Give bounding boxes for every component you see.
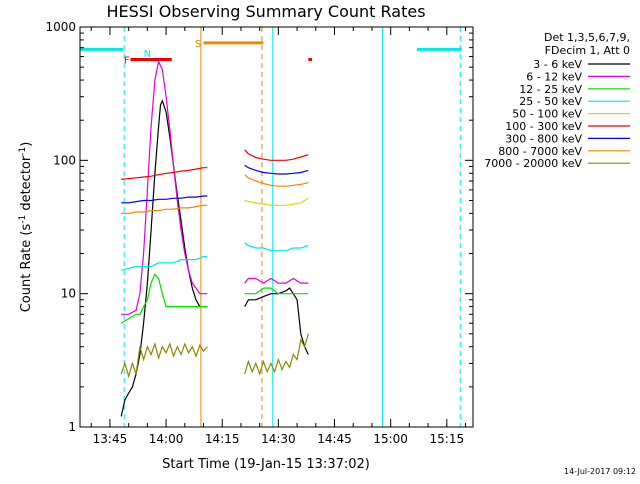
- legend-label-0: 3 - 6 keV: [533, 58, 582, 71]
- series-line-6-seg-0: [121, 195, 208, 204]
- series-line-0-seg-1: [244, 287, 309, 355]
- plot-area: N S F 1 10 100 1000 13:45 14:00 14:15 14:30 14:45 15…: [45, 20, 474, 446]
- legend-label-8: 7000 - 20000 keV: [484, 157, 582, 170]
- y-label-end: ): [19, 142, 34, 147]
- legend-label-7: 800 - 7000 keV: [498, 145, 582, 158]
- chart-title: HESSI Observing Summary Count Rates: [106, 2, 425, 21]
- x-tick-label-4: 14:45: [317, 432, 352, 446]
- state-label-S: S: [195, 39, 201, 50]
- legend-header-line-1: Det 1,3,5,6,7,9,: [544, 31, 630, 44]
- x-tick-label-0: 13:45: [93, 432, 128, 446]
- legend-label-6: 300 - 800 keV: [505, 132, 582, 145]
- footer-date: 14-Jul-2017 09:12: [564, 467, 636, 476]
- legend-header-line-2: FDecim 1, Att 0: [545, 44, 630, 57]
- legend-label-1: 6 - 12 keV: [526, 70, 582, 83]
- y-tick-label-0: 1: [68, 420, 76, 434]
- series-line-4-seg-0: [244, 197, 309, 206]
- y-tick-label-1: 10: [61, 287, 76, 301]
- x-tick-label-2: 14:15: [205, 432, 240, 446]
- y-label-base: Count Rate (s: [19, 224, 34, 313]
- x-tick-label-6: 15:15: [430, 432, 465, 446]
- state-label-F: F: [124, 56, 130, 67]
- series-line-6-seg-1: [244, 164, 309, 175]
- series-line-2-seg-0: [120, 273, 208, 324]
- y-label-exp1: -1: [18, 215, 28, 224]
- legend-label-3: 25 - 50 keV: [519, 95, 582, 108]
- series-line-7-seg-1: [244, 174, 309, 187]
- series-line-8-seg-0: [120, 341, 208, 379]
- series-line-2-seg-1: [244, 287, 309, 295]
- state-label-N: N: [144, 49, 151, 60]
- x-tick-label-1: 14:00: [149, 432, 184, 446]
- legend-label-2: 12 - 25 keV: [519, 83, 582, 96]
- x-tick-label-5: 15:00: [373, 432, 408, 446]
- series-line-1-seg-0: [121, 59, 208, 315]
- y-tick-label-3: 1000: [45, 20, 76, 34]
- series-line-8-seg-1: [244, 333, 309, 376]
- series-line-5-seg-0: [121, 167, 208, 180]
- series-line-3-seg-1: [244, 242, 309, 252]
- x-axis-label: Start Time (19-Jan-15 13:37:02): [162, 457, 370, 472]
- y-label-mid: detector: [19, 155, 34, 215]
- y-tick-label-2: 100: [53, 153, 76, 167]
- series-line-1-seg-1: [244, 277, 309, 284]
- series-line-3-seg-0: [121, 255, 208, 271]
- legend-label-5: 100 - 300 keV: [505, 120, 582, 133]
- series-line-7-seg-0: [121, 204, 208, 214]
- y-axis-label: Count Rate (s-1 detector-1): [18, 142, 34, 313]
- legend-label-4: 50 - 100 keV: [512, 108, 582, 121]
- series-line-5-seg-1: [244, 149, 309, 161]
- plot-frame: [79, 26, 474, 428]
- y-label-exp2: -1: [18, 147, 28, 156]
- x-tick-label-3: 14:30: [261, 432, 296, 446]
